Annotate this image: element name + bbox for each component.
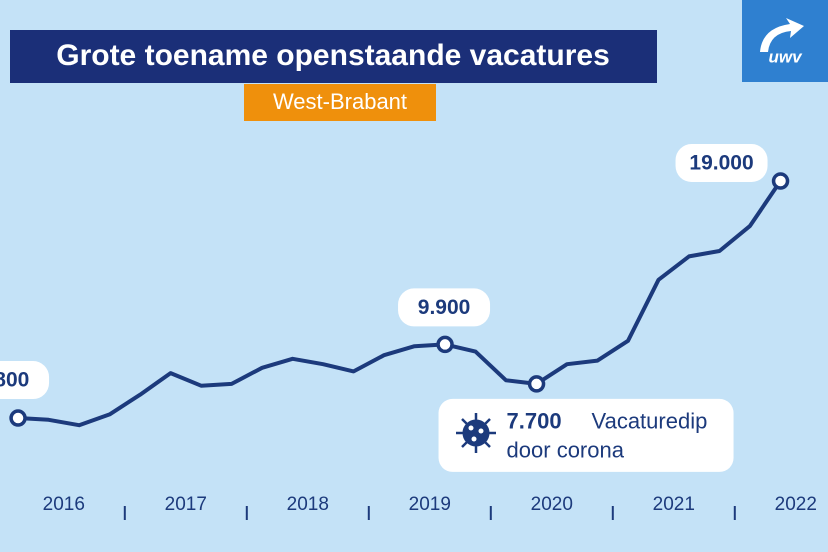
- value-label: 9.900: [418, 296, 471, 319]
- logo-box: [742, 0, 828, 82]
- value-label: 5.800: [0, 369, 29, 392]
- annotation-text: Vacaturedip: [592, 409, 708, 434]
- chart-subtitle: West-Brabant: [273, 89, 407, 114]
- x-tick-label: 2021: [653, 494, 695, 515]
- title-box: [10, 30, 657, 83]
- point-marker: [771, 172, 790, 190]
- label-pill: [0, 361, 50, 400]
- point-marker: [527, 375, 546, 393]
- point-marker: [436, 335, 454, 354]
- value-label: 7.700: [507, 409, 562, 434]
- chart-title: Grote toename openstaande vacatures: [56, 39, 610, 72]
- data-line: [17, 179, 783, 428]
- x-tick-label: 2018: [287, 494, 329, 515]
- value-label: 19.000: [689, 152, 753, 175]
- x-tick-label: 2019: [409, 494, 451, 515]
- logo-arrow: [760, 18, 804, 52]
- label-pill: [398, 288, 491, 327]
- x-tick-label: 2020: [531, 494, 573, 515]
- virus-icon: [456, 413, 496, 453]
- x-tick-label: 2017: [165, 494, 207, 515]
- point-marker: [9, 409, 27, 427]
- annotation-box: [438, 398, 734, 472]
- x-tick-label: 2016: [43, 494, 85, 515]
- logo-text: uwv: [768, 47, 803, 66]
- label-pill: [675, 144, 768, 183]
- subtitle-box: [244, 84, 436, 121]
- annotation-text: door corona: [507, 438, 625, 463]
- x-tick-label: 2022: [775, 494, 817, 515]
